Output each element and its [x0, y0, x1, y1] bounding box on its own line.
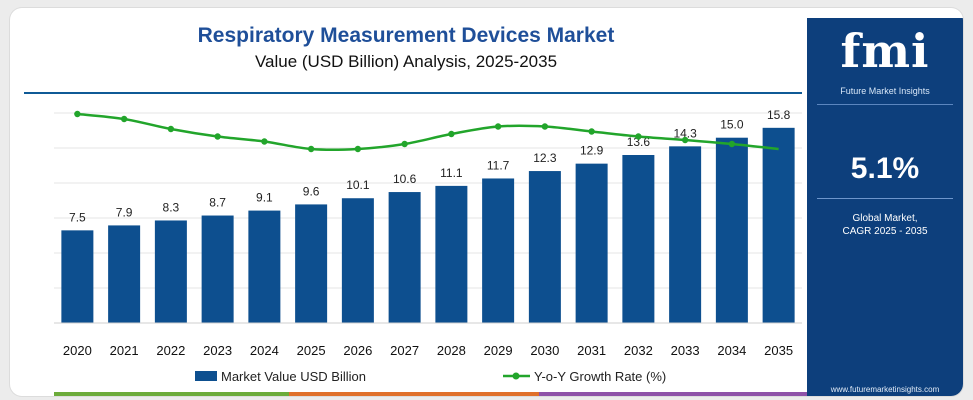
bar-2028	[435, 185, 468, 323]
data-label-2028: 11.1	[440, 166, 463, 180]
x-tick-2028: 2028	[437, 343, 466, 358]
x-tick-2029: 2029	[484, 343, 513, 358]
bar-2021	[108, 225, 141, 323]
legend-line-marker	[512, 372, 520, 380]
bar-2020	[61, 230, 94, 323]
data-label-2021: 7.9	[116, 205, 133, 219]
growth-point-2025	[307, 145, 315, 153]
cagr-divider	[817, 198, 953, 199]
x-tick-2031: 2031	[577, 343, 606, 358]
growth-point-2021	[120, 115, 128, 123]
bar-2030	[528, 171, 561, 323]
growth-point-2031	[588, 128, 595, 135]
data-label-2023: 8.7	[209, 196, 226, 210]
data-label-2034: 15.0	[720, 118, 744, 132]
growth-point-2033	[681, 136, 689, 144]
bar-2026	[341, 198, 374, 323]
bar-2031	[575, 163, 608, 323]
data-label-2027: 10.6	[393, 172, 417, 186]
growth-point-2027	[401, 140, 408, 148]
bar-2029	[482, 178, 515, 323]
bar-2025	[295, 204, 328, 323]
x-tick-2020: 2020	[63, 343, 92, 358]
growth-point-2030	[541, 123, 549, 130]
website-url: www.futuremarketinsights.com	[830, 385, 940, 394]
growth-point-2020	[74, 110, 81, 118]
data-label-2024: 9.1	[256, 191, 273, 205]
x-tick-2024: 2024	[250, 343, 279, 358]
data-label-2025: 9.6	[303, 184, 320, 198]
data-label-2030: 12.3	[533, 151, 557, 165]
footer-strip-green	[54, 392, 289, 396]
x-tick-2033: 2033	[671, 343, 700, 358]
logo-divider	[817, 104, 953, 105]
logo-subtitle: Future Market Insights	[840, 86, 930, 96]
bar-2035	[762, 127, 795, 323]
cagr-value: 5.1%	[850, 152, 920, 185]
data-label-2033: 14.3	[673, 126, 697, 140]
title-divider	[24, 92, 802, 94]
growth-point-2034	[728, 140, 736, 148]
growth-point-2024	[261, 138, 268, 145]
growth-point-2029	[494, 123, 502, 130]
cagr-label: Global Market, CAGR 2025 - 2035	[807, 212, 963, 238]
footer-strip-orange	[289, 392, 539, 396]
bar-2034	[715, 137, 748, 323]
legend-bar-swatch	[195, 371, 217, 381]
cagr-label-line1: Global Market,	[852, 213, 918, 224]
data-label-2022: 8.3	[163, 200, 180, 214]
x-tick-2030: 2030	[530, 343, 559, 358]
bar-2024	[248, 210, 281, 323]
chart-subtitle: Value (USD Billion) Analysis, 2025-2035	[254, 52, 558, 71]
bar-2027	[388, 192, 421, 323]
x-tick-2026: 2026	[343, 343, 372, 358]
data-label-2020: 7.5	[69, 210, 86, 224]
info-panel: fmi Future Market Insights 5.1% Global M…	[807, 18, 963, 396]
growth-point-2032	[635, 133, 642, 140]
x-tick-2021: 2021	[110, 343, 139, 358]
data-label-2031: 12.9	[580, 144, 604, 158]
growth-point-2023	[214, 133, 221, 140]
bar-line-chart: 7.5 2020 7.9 2021 8.3 2022 8.7 2023 9.1 2024 9.6 20…	[54, 108, 802, 384]
bar-2022	[154, 220, 187, 323]
cagr-label-line2: CAGR 2025 - 2035	[842, 226, 928, 237]
growth-point-2022	[167, 125, 175, 133]
x-tick-2025: 2025	[297, 343, 326, 358]
data-label-2026: 10.1	[346, 178, 370, 192]
chart-card: Respiratory Measurement Devices Market V…	[10, 8, 963, 396]
legend-bar-label: Market Value USD Billion	[221, 369, 366, 384]
fmi-logo: fmi	[840, 24, 930, 78]
chart-title: Respiratory Measurement Devices Market	[197, 24, 615, 47]
footer-strip-purple	[539, 392, 807, 396]
bar-2023	[201, 215, 234, 323]
x-tick-2022: 2022	[156, 343, 185, 358]
bar-2033	[669, 146, 702, 323]
x-tick-2023: 2023	[203, 343, 232, 358]
growth-point-2026	[354, 145, 362, 153]
data-label-2029: 11.7	[487, 158, 510, 172]
legend-line-label: Y-o-Y Growth Rate (%)	[534, 369, 666, 384]
x-tick-2034: 2034	[717, 343, 746, 358]
bar-2032	[622, 155, 655, 323]
growth-rate-line	[77, 112, 779, 152]
data-label-2032: 13.6	[627, 135, 651, 149]
x-tick-2035: 2035	[764, 343, 793, 358]
data-label-2035: 15.8	[767, 108, 791, 122]
growth-point-2028	[448, 130, 455, 138]
x-tick-2027: 2027	[390, 343, 419, 358]
x-tick-2032: 2032	[624, 343, 653, 358]
